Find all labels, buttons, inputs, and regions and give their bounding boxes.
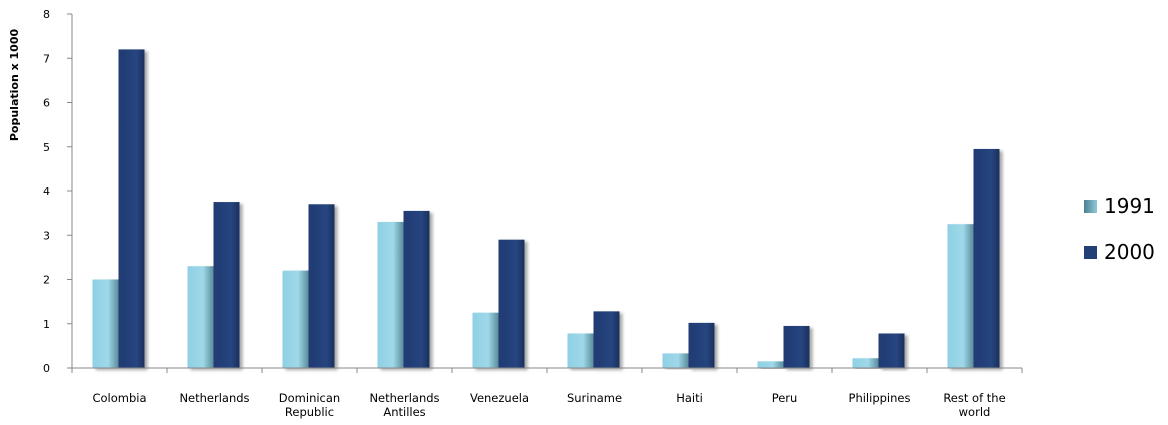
y-tick-label: 5 xyxy=(43,141,50,154)
bar-2000 xyxy=(878,333,905,368)
x-tick-label: Philippines xyxy=(849,391,911,405)
y-axis: 0 1 2 3 4 5 6 7 8 xyxy=(43,8,73,375)
bar-1991 xyxy=(662,353,689,368)
y-tick-label: 8 xyxy=(43,8,50,21)
legend-swatch-2000 xyxy=(1084,246,1097,259)
bars xyxy=(92,49,1000,369)
bar-1991 xyxy=(282,270,309,368)
y-tick-label: 3 xyxy=(43,229,50,242)
y-tick-label: 2 xyxy=(43,274,50,287)
bar-2000 xyxy=(213,202,240,368)
y-axis-label: Population x 1000 xyxy=(8,29,21,142)
bar-2000 xyxy=(593,311,620,368)
bar-2000 xyxy=(308,204,335,368)
x-tick-label: Haiti xyxy=(676,391,703,405)
x-tick-label: Netherlands xyxy=(179,391,249,405)
x-tick-label: Netherlands xyxy=(369,391,439,405)
bar-1991 xyxy=(852,358,879,368)
bar-1991 xyxy=(92,279,119,368)
bar-2000 xyxy=(973,148,1000,368)
bar-1991 xyxy=(187,266,214,368)
y-tick-label: 1 xyxy=(43,318,50,331)
y-tick-label: 6 xyxy=(43,97,50,110)
y-tick-label: 4 xyxy=(43,185,50,198)
legend-label-1991: 1991 xyxy=(1104,194,1155,218)
bar-1991 xyxy=(567,333,594,368)
x-tick-label: world xyxy=(959,405,991,419)
x-tick-label: Venezuela xyxy=(470,391,529,405)
bar-1991 xyxy=(472,312,499,368)
bar-2000 xyxy=(118,49,145,369)
x-tick-label: Peru xyxy=(772,391,798,405)
x-tick-label: Suriname xyxy=(567,391,622,405)
x-tick-label: Rest of the xyxy=(943,391,1005,405)
bar-2000 xyxy=(783,325,810,368)
y-tick-label: 7 xyxy=(43,52,50,65)
bar-1991 xyxy=(757,361,784,368)
x-tick-label: Colombia xyxy=(92,391,146,405)
bar-2000 xyxy=(688,322,715,368)
legend-label-2000: 2000 xyxy=(1104,240,1155,264)
x-tick-label: Dominican xyxy=(279,391,340,405)
legend-swatch-1991 xyxy=(1084,200,1097,213)
y-tick-label: 0 xyxy=(43,362,50,375)
x-tick-label: Republic xyxy=(285,405,334,419)
bar-1991 xyxy=(947,224,974,368)
legend: 1991 2000 xyxy=(1084,194,1155,264)
x-tick-label: Antilles xyxy=(383,405,425,419)
bar-1991 xyxy=(377,221,404,368)
bar-2000 xyxy=(403,210,430,368)
bar-2000 xyxy=(498,239,525,368)
